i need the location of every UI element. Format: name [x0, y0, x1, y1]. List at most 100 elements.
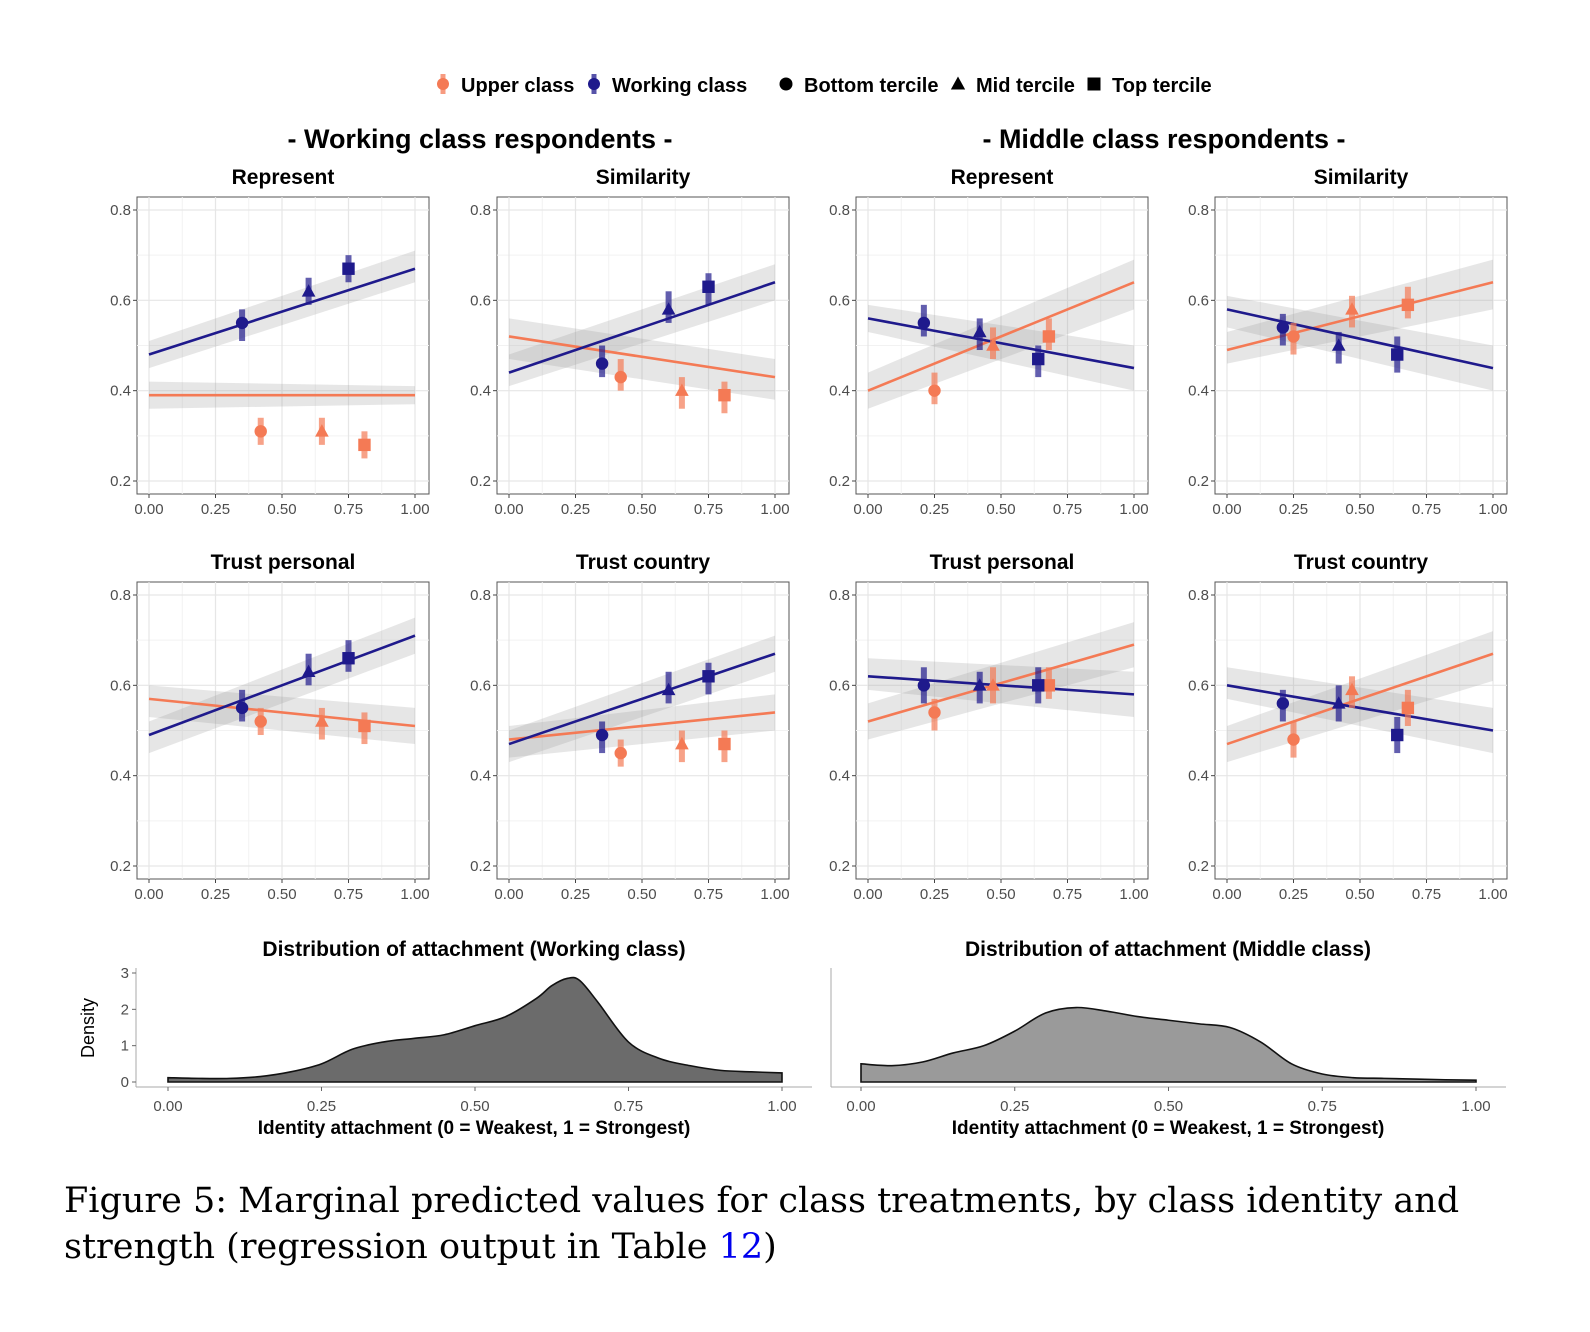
- upper-class-point: [675, 383, 689, 396]
- x-tick-label: 0.25: [1279, 501, 1308, 518]
- working-class-fit-line: [148, 267, 416, 356]
- upper-class-point: [1042, 679, 1056, 692]
- upper-class-point: [986, 678, 1000, 691]
- x-tick-label: 0.75: [1053, 886, 1082, 903]
- legend-label: Upper class: [461, 75, 574, 97]
- panel-title: Similarity: [1314, 166, 1409, 189]
- working-class-point: [917, 316, 931, 330]
- y-axis-label: Density: [78, 998, 98, 1058]
- upper-class-point: [254, 715, 267, 728]
- upper-class-point: [928, 706, 941, 719]
- x-tick-label: 0.25: [201, 886, 230, 903]
- x-tick-label: 0.75: [334, 886, 363, 903]
- legend-item-working-class: Working class: [588, 74, 747, 97]
- panel-title: Trust country: [1294, 551, 1429, 574]
- y-tick-label: 0.6: [1188, 292, 1209, 309]
- x-tick-label: 1.00: [767, 1098, 796, 1115]
- working-class-point: [917, 679, 931, 692]
- y-tick-label: 0.2: [470, 473, 491, 490]
- working-class-point: [235, 701, 249, 715]
- legend-item-square-tercile: Top tercile: [1087, 75, 1212, 97]
- working-class-point: [702, 670, 715, 683]
- upper-class-point: [1345, 302, 1359, 315]
- panel-trust-personal: 0.00 0.25 0.50 0.75 1.00 0.2 0.4 0.6 0.8 Trust pe…: [110, 551, 429, 903]
- x-tick-label: 0.50: [267, 886, 296, 903]
- y-tick-label: 0.8: [829, 202, 850, 219]
- x-axis-label: Identity attachment (0 = Weakest, 1 = St…: [258, 1118, 691, 1139]
- y-tick-label: 0.6: [1188, 677, 1209, 694]
- x-tick-label: 0.50: [1345, 886, 1374, 903]
- group-title-middle-class: - Middle class respondents -: [982, 124, 1345, 154]
- upper-class-point: [1287, 733, 1300, 746]
- x-tick-label: 0.00: [853, 501, 882, 518]
- density-panel-working-class: 0.00 0.25 0.50 0.75 1.00 0 1 2 3 Distribution of …: [78, 938, 812, 1139]
- working-class-point: [1032, 352, 1045, 366]
- y-tick-label: 0.4: [110, 383, 131, 400]
- y-tick-label: 0.2: [110, 473, 131, 490]
- working-class-point: [1391, 728, 1404, 742]
- x-tick-label: 0.00: [1212, 886, 1241, 903]
- x-tick-label: 0.25: [201, 501, 230, 518]
- x-tick-label: 0.00: [1212, 501, 1241, 518]
- x-axis-label: Identity attachment (0 = Weakest, 1 = St…: [952, 1118, 1385, 1139]
- y-tick-label: 0.2: [829, 858, 850, 875]
- panel-title: Trust personal: [930, 551, 1075, 574]
- x-tick-label: 0.75: [1053, 501, 1082, 518]
- y-tick-label: 0.8: [1188, 202, 1209, 219]
- y-tick-label: 0.8: [470, 202, 491, 219]
- upper-class-point: [986, 338, 1000, 351]
- density-title: Distribution of attachment (Working clas…: [262, 938, 685, 961]
- panel-represent: 0.00 0.25 0.50 0.75 1.00 0.2 0.4 0.6 0.8 Represen…: [110, 166, 429, 518]
- x-tick-label: 0.75: [694, 501, 723, 518]
- x-tick-label: 0.25: [920, 886, 949, 903]
- density-area: [167, 976, 783, 1083]
- legend-item-triangle-tercile: Mid tercile: [950, 75, 1075, 97]
- working-class-point: [301, 284, 316, 297]
- upper-class-point: [614, 746, 627, 760]
- confidence-band: [868, 658, 1134, 717]
- confidence-band: [1227, 295, 1493, 391]
- working-class-point: [301, 664, 316, 678]
- upper-class-point: [1042, 330, 1056, 343]
- x-tick-label: 0.00: [853, 886, 882, 903]
- caption-end: ): [763, 1227, 777, 1267]
- circle-icon: [779, 77, 793, 91]
- working-class-point: [1331, 338, 1346, 351]
- legend-item-upper-class: Upper class: [437, 74, 574, 97]
- y-tick-label: 0.4: [470, 768, 491, 785]
- y-tick-label: 3: [121, 965, 129, 982]
- x-tick-label: 0.75: [1412, 886, 1441, 903]
- figure: Upper class Working class Bottom tercile Mi…: [78, 74, 1508, 1139]
- panel-represent: 0.00 0.25 0.50 0.75 1.00 0.2 0.4 0.6 0.8 Represen…: [829, 166, 1148, 518]
- y-tick-label: 0.4: [110, 768, 131, 785]
- panel-title: Represent: [232, 166, 335, 189]
- upper-class-fit-line: [867, 281, 1135, 392]
- panel-trust-personal: 0.00 0.25 0.50 0.75 1.00 0.2 0.4 0.6 0.8 Trust pe…: [829, 551, 1148, 903]
- x-tick-label: 1.00: [760, 886, 789, 903]
- working-class-point: [1331, 696, 1346, 709]
- upper-class-point: [315, 424, 329, 437]
- x-tick-label: 0.50: [986, 501, 1015, 518]
- upper-class-fit-line: [508, 335, 776, 379]
- y-tick-label: 0.4: [470, 383, 491, 400]
- working-class-point: [1391, 348, 1404, 361]
- y-tick-label: 0.4: [1188, 768, 1209, 785]
- legend-label: Mid tercile: [976, 75, 1075, 97]
- y-tick-label: 0.8: [829, 587, 850, 604]
- legend-label: Working class: [612, 75, 747, 97]
- panel-similarity: 0.00 0.25 0.50 0.75 1.00 0.2 0.4 0.6 0.8 Similari…: [1188, 166, 1507, 518]
- upper-class-point: [1287, 330, 1300, 343]
- working-class-point: [661, 302, 676, 315]
- upper-class-point: [614, 370, 627, 384]
- confidence-band: [868, 304, 1134, 391]
- legend-label: Bottom tercile: [804, 75, 938, 97]
- density-area: [860, 1006, 1477, 1083]
- upper-class-point: [718, 737, 731, 751]
- caption-table-link[interactable]: 12: [718, 1227, 764, 1267]
- y-tick-label: 1: [121, 1038, 129, 1055]
- x-tick-label: 0.25: [561, 886, 590, 903]
- density-title: Distribution of attachment (Middle class…: [965, 938, 1371, 961]
- x-tick-label: 0.75: [1308, 1098, 1337, 1115]
- working-class-point: [972, 678, 987, 691]
- working-class-point: [342, 262, 355, 275]
